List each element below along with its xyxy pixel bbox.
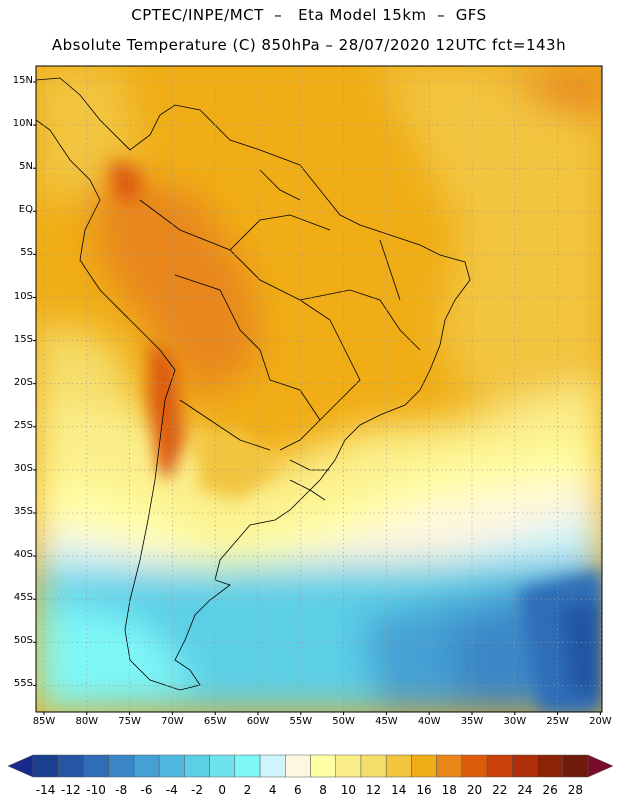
colorbar-swatch	[184, 754, 210, 778]
colorbar-swatch	[537, 754, 564, 778]
colorbar-label: 10	[340, 783, 356, 797]
colorbar-label: 16	[416, 783, 432, 797]
colorbar-label: 8	[319, 783, 327, 797]
colorbar-swatch	[259, 754, 286, 778]
lon-label: 50W	[332, 716, 355, 727]
lon-label: 55W	[289, 716, 313, 727]
colorbar-swatch	[234, 754, 261, 778]
lat-label: 35S	[13, 506, 33, 517]
lat-label: 15N	[12, 75, 33, 86]
lat-label: 25S	[13, 419, 33, 431]
lon-label: 30W	[503, 716, 527, 727]
lon-label: 25W	[546, 716, 569, 727]
colorbar-label: -12	[61, 783, 81, 797]
colorbar-label: -2	[190, 783, 203, 797]
lat-label: 5N	[19, 161, 33, 173]
colorbar	[7, 754, 614, 778]
colorbar-swatch	[32, 754, 59, 778]
colorbar-swatch	[310, 754, 336, 778]
colorbar-swatch	[562, 754, 589, 778]
colorbar-label: 26	[542, 783, 558, 797]
lon-label: 40W	[417, 716, 441, 727]
lat-label: 15S	[13, 333, 33, 345]
lat-label: 5S	[20, 247, 33, 259]
lat-label: 40S	[13, 549, 33, 561]
colorbar-label: 0	[218, 783, 227, 797]
temperature-field	[36, 66, 602, 712]
colorbar-label: 22	[492, 783, 508, 797]
colorbar-label: 24	[517, 783, 533, 797]
lat-label: 50S	[13, 635, 33, 647]
colorbar-label: 18	[441, 783, 457, 797]
coastlines	[36, 77, 471, 691]
colorbar-swatch	[57, 754, 84, 778]
colorbar-swatch	[83, 754, 109, 778]
lon-label: 60W	[246, 716, 270, 727]
lon-label: 70W	[161, 716, 184, 727]
colorbar-label: 2	[243, 783, 252, 797]
colorbar-label: 6	[294, 783, 302, 797]
lat-label: 10N	[12, 118, 33, 130]
colorbar-swatch	[360, 754, 387, 778]
lon-label: 65W	[203, 716, 227, 727]
colorbar-swatch	[461, 754, 488, 778]
colorbar-swatch	[436, 754, 463, 778]
colorbar-swatch	[385, 754, 412, 778]
colorbar-swatch	[209, 754, 236, 778]
map-title-line-2: Absolute Temperature (C) 850hPa – 28/07/…	[51, 36, 567, 54]
colorbar-high-arrow	[587, 754, 614, 778]
lon-label: 20W	[589, 716, 612, 727]
colorbar-label: -10	[86, 783, 106, 797]
colorbar-swatch	[335, 754, 362, 778]
lon-label: 75W	[118, 716, 141, 727]
lat-label: EQ	[18, 204, 33, 216]
lat-label: 55S	[13, 678, 33, 690]
colorbar-label: 28	[567, 783, 584, 797]
lat-label: 10S	[13, 290, 33, 302]
lon-label: 45W	[375, 716, 398, 727]
colorbar-label: 4	[268, 783, 277, 797]
colorbar-swatch	[411, 754, 437, 778]
lon-label: 80W	[75, 716, 99, 727]
lon-label: 35W	[460, 716, 484, 727]
map-frame	[35, 65, 603, 713]
colorbar-swatch	[486, 754, 513, 778]
colorbar-low-arrow	[7, 754, 34, 778]
lat-label: 45S	[13, 592, 33, 604]
colorbar-swatch	[512, 754, 538, 778]
lat-label: 20S	[13, 376, 33, 388]
colorbar-label: -6	[140, 783, 153, 797]
colorbar-label: 12	[365, 783, 382, 797]
colorbar-label: -8	[115, 783, 128, 797]
colorbar-swatch	[108, 754, 135, 778]
colorbar-label: -4	[165, 783, 178, 797]
colorbar-swatch	[285, 754, 311, 778]
lat-label: 30S	[13, 462, 33, 474]
colorbar-swatch	[158, 754, 185, 778]
map-ticks	[33, 81, 601, 715]
colorbar-label: -14	[35, 783, 56, 797]
colorbar-swatch	[133, 754, 160, 778]
map-title-line-1: CPTEC/INPE/MCT – Eta Model 15km – GFS	[131, 6, 487, 24]
colorbar-label: 14	[391, 783, 407, 797]
colorbar-label: 20	[466, 783, 483, 797]
lon-label: 85W	[32, 716, 56, 727]
